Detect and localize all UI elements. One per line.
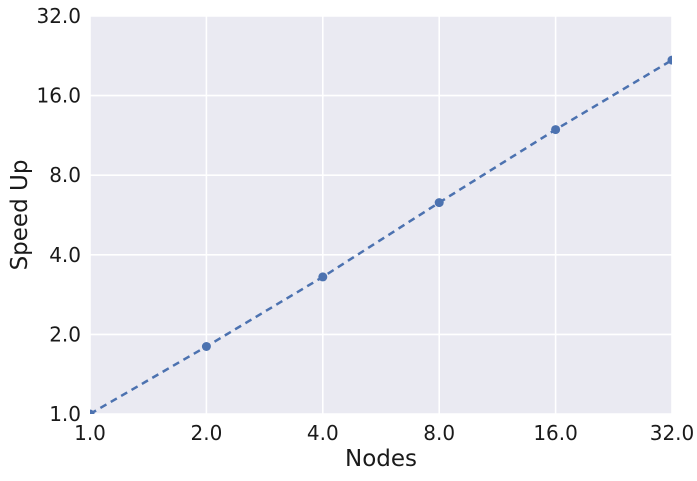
x-tick-label: 4.0 [307, 421, 339, 445]
y-tick-label: 32.0 [36, 4, 81, 28]
x-tick-label: 32.0 [650, 421, 695, 445]
y-tick-label: 16.0 [36, 84, 81, 108]
x-tick-label: 2.0 [190, 421, 222, 445]
data-point-marker [667, 55, 672, 65]
data-point-marker [434, 198, 444, 208]
x-tick-label: 1.0 [74, 421, 106, 445]
series-line [90, 59, 672, 414]
data-point-marker [90, 409, 95, 414]
data-point-marker [318, 272, 328, 282]
y-tick-label: 2.0 [49, 322, 81, 346]
y-tick-label: 8.0 [49, 163, 81, 187]
x-tick-label: 16.0 [533, 421, 578, 445]
y-tick-label: 4.0 [49, 243, 81, 267]
x-axis-title: Nodes [344, 446, 417, 472]
data-point-marker [201, 342, 211, 351]
y-axis-title: Speed Up [7, 159, 33, 271]
data-point-marker [551, 125, 561, 135]
y-tick-label: 1.0 [49, 402, 81, 426]
x-tick-label: 8.0 [423, 421, 455, 445]
plot-area [90, 16, 672, 414]
